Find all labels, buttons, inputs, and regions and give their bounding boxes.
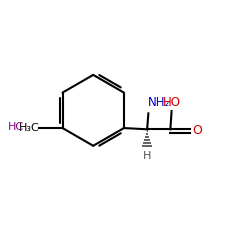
Text: H₃C: H₃C [18,123,39,133]
Text: HO: HO [162,96,180,108]
Text: O: O [192,124,202,138]
Text: H: H [143,151,151,161]
Text: NH₂: NH₂ [148,96,171,109]
Text: HC: HC [8,122,24,132]
